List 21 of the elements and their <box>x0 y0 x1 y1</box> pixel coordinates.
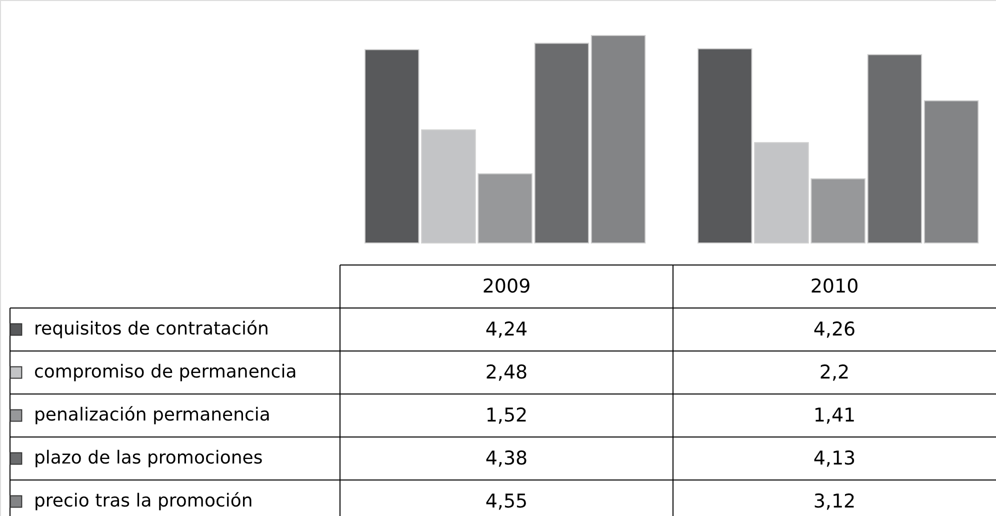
bar <box>924 100 979 244</box>
legend-label: compromiso de permanencia <box>34 362 297 382</box>
data-label: 3,12 <box>813 490 856 512</box>
data-label: 2,2 <box>819 362 850 384</box>
legend-label: requisitos de contratación <box>34 318 269 340</box>
data-label: 4,26 <box>813 318 856 340</box>
data-label: 4,38 <box>485 448 528 470</box>
bar <box>867 54 922 244</box>
data-label: 1,52 <box>485 404 528 426</box>
bar <box>590 35 646 244</box>
data-label: 4,55 <box>485 490 528 512</box>
data-label: 4,24 <box>485 318 528 340</box>
x-tick-label: 2009 <box>482 276 531 298</box>
bar <box>534 42 590 244</box>
data-label: 1,41 <box>813 404 856 426</box>
legend-label: precio tras la promoción <box>34 490 253 512</box>
legend-label: plazo de las promociones <box>34 448 263 468</box>
legend-label: penalización permanencia <box>34 404 270 426</box>
data-label: 4,13 <box>813 448 856 470</box>
x-tick-label: 2010 <box>810 276 859 298</box>
data-label: 2,48 <box>485 362 528 384</box>
